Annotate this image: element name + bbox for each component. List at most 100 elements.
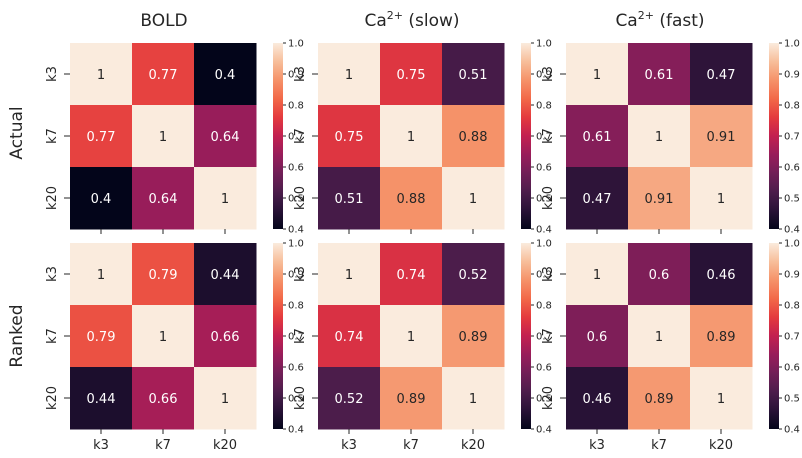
cell-value-label: 0.46: [707, 268, 736, 283]
cell-value-label: 1: [717, 392, 725, 407]
heatmap-cell: [194, 43, 257, 106]
colorbar-tick-label: 0.7: [288, 332, 304, 343]
heatmap-panel-actual-bold: 1 0.77 0.4 0.77 1 0.64 0.4 0.64 1 k3 k7 k20 0.4 0.5 0.…: [45, 39, 304, 236]
colorbar-tick-label: 0.8: [784, 101, 800, 112]
cell-value-label: 0.89: [459, 330, 488, 345]
colorbar-tick-label: 0.7: [536, 132, 552, 143]
colorbar-tick-label: 0.6: [536, 163, 552, 174]
cell-value-label: 0.46: [583, 392, 612, 407]
heatmap-cell: [628, 43, 691, 106]
heatmap-cell: [690, 167, 753, 230]
colorbar-tick-label: 0.7: [784, 132, 800, 143]
cell-value-label: 0.77: [87, 130, 116, 145]
heatmap-panel-ranked-bold: 1 0.79 0.44 0.79 1 0.66 0.44 0.66 1 k3 k7 k20 k3 k7 k2…: [45, 239, 304, 454]
colorbar-tick-label: 0.8: [536, 301, 552, 312]
heatmap-cell: [194, 105, 257, 168]
colorbar-tick-label: 0.9: [784, 70, 800, 81]
x-tick-label: k3: [93, 438, 109, 453]
heatmap-panel-ranked-ca2-slow: 1 0.74 0.52 0.74 1 0.89 0.52 0.89 1 k3 k7 k20 k3 k7 k2…: [293, 239, 552, 454]
cell-value-label: 0.6: [649, 268, 670, 283]
colorbar-tick-label: 0.4: [784, 425, 800, 436]
colorbar-tick-label: 1.0: [288, 239, 304, 250]
heatmap-cell: [690, 305, 753, 368]
heatmap-panel-actual-ca2-fast: 1 0.61 0.47 0.61 1 0.91 0.47 0.91 1 k3 k7 k20 0.4 0.5…: [541, 39, 800, 236]
colorbar-tick-label: 0.7: [536, 332, 552, 343]
heatmap-panel-ranked-ca2-fast: 1 0.6 0.46 0.6 1 0.89 0.46 0.89 1 k3 k7 k20 k3 k7 k20 0…: [541, 239, 800, 454]
heatmap-cell: [566, 305, 629, 368]
cell-value-label: 1: [407, 330, 415, 345]
cell-value-label: 1: [159, 130, 167, 145]
colorbar-tick-label: 0.5: [536, 194, 552, 205]
cell-value-label: 1: [469, 192, 477, 207]
colorbar: [273, 43, 283, 229]
colorbar: [769, 43, 779, 229]
cell-value-label: 0.4: [91, 192, 112, 207]
cell-value-label: 0.91: [707, 130, 736, 145]
y-tick-label: k3: [541, 66, 556, 82]
y-tick-label: k20: [293, 186, 308, 210]
y-tick-label: k20: [541, 186, 556, 210]
heatmap-cell: [442, 367, 505, 430]
x-tick-label: k20: [213, 438, 237, 453]
heatmap-cell: [70, 243, 133, 306]
heatmap-cell: [628, 167, 691, 230]
colorbar-tick-label: 0.4: [536, 425, 552, 436]
heatmap-cell: [70, 43, 133, 106]
row-title-ranked: Ranked: [7, 304, 27, 367]
cell-value-label: 0.74: [397, 268, 426, 283]
colorbar-tick-label: 0.6: [784, 363, 800, 374]
cell-value-label: 1: [655, 330, 663, 345]
y-tick-label: k20: [293, 386, 308, 410]
heatmap-cell: [566, 43, 629, 106]
y-tick-label: k3: [541, 266, 556, 282]
y-tick-label: k3: [293, 266, 308, 282]
colorbar-tick-label: 0.9: [536, 270, 552, 281]
cell-value-label: 0.89: [397, 392, 426, 407]
heatmap-cell: [380, 105, 443, 168]
colorbar-tick-label: 0.5: [288, 394, 304, 405]
cell-value-label: 0.74: [335, 330, 364, 345]
colorbar-tick-label: 0.4: [784, 225, 800, 236]
row-title-actual: Actual: [7, 106, 27, 159]
heatmap-cell: [194, 243, 257, 306]
heatmap-panel-actual-ca2-slow: 1 0.75 0.51 0.75 1 0.88 0.51 0.88 1 k3 k7 k20 0.4 0.5…: [293, 39, 552, 236]
cell-value-label: 0.77: [149, 68, 178, 83]
cell-value-label: 0.51: [335, 192, 364, 207]
colorbar-tick-label: 0.7: [288, 132, 304, 143]
colorbar-tick-label: 0.7: [784, 332, 800, 343]
heatmap-cell: [194, 305, 257, 368]
heatmap-cell: [628, 105, 691, 168]
heatmap-cell: [566, 105, 629, 168]
heatmap-cell: [70, 367, 133, 430]
cell-value-label: 0.64: [149, 192, 178, 207]
colorbar-tick-label: 0.9: [784, 270, 800, 281]
colorbar-tick-label: 0.5: [288, 194, 304, 205]
heatmap-cell: [690, 367, 753, 430]
colorbar-tick-label: 0.6: [784, 163, 800, 174]
cell-value-label: 1: [345, 68, 353, 83]
heatmap-cell: [194, 167, 257, 230]
colorbar-tick-label: 0.8: [288, 101, 304, 112]
heatmap-cell: [70, 305, 133, 368]
colorbar-tick-label: 1.0: [784, 239, 800, 250]
y-tick-label: k3: [45, 66, 60, 82]
cell-value-label: 1: [593, 68, 601, 83]
cell-value-label: 0.47: [707, 68, 736, 83]
cell-value-label: 1: [593, 268, 601, 283]
heatmap-cell: [318, 305, 381, 368]
cell-value-label: 0.75: [397, 68, 426, 83]
heatmap-cell: [132, 243, 195, 306]
cell-value-label: 0.6: [587, 330, 608, 345]
colorbar: [521, 243, 531, 429]
x-tick-label: k20: [461, 438, 485, 453]
heatmap-cell: [318, 367, 381, 430]
heatmap-cell: [442, 167, 505, 230]
cell-value-label: 0.61: [583, 130, 612, 145]
heatmap-cell: [566, 167, 629, 230]
colorbar-tick-label: 0.4: [536, 225, 552, 236]
column-title-bold: BOLD: [140, 11, 187, 31]
cell-value-label: 0.75: [335, 130, 364, 145]
colorbar-tick-label: 0.5: [784, 194, 800, 205]
heatmap-cell: [628, 243, 691, 306]
